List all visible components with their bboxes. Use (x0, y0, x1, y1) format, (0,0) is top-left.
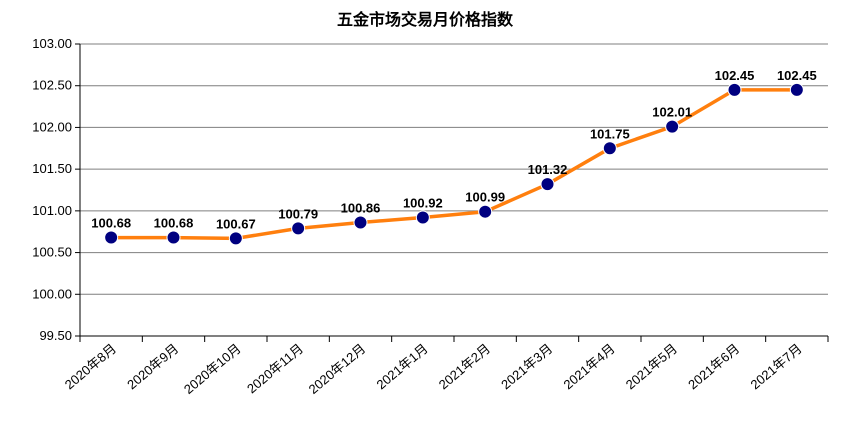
data-point (291, 221, 306, 236)
x-tick-label: 2021年3月 (498, 341, 555, 392)
series-line (111, 88, 797, 241)
data-point (104, 230, 119, 245)
y-tick-labels: 99.50 100.00 100.50 101.00 101.50 102.00 102.5… (32, 36, 72, 343)
data-label: 100.99 (465, 190, 505, 205)
data-label: 102.45 (777, 68, 817, 83)
x-tick-label: 2021年6月 (685, 341, 742, 392)
y-tick-label: 100.50 (32, 245, 72, 260)
y-tick-label: 100.00 (32, 286, 72, 301)
x-tick-label: 2020年8月 (62, 341, 119, 392)
data-point (727, 82, 742, 97)
data-point (353, 215, 368, 230)
x-tick-label: 2021年5月 (623, 341, 680, 392)
y-tick-label: 103.00 (32, 36, 72, 51)
series-line-layer (111, 88, 797, 241)
data-markers (104, 82, 804, 246)
data-point (665, 119, 680, 134)
data-label: 100.92 (403, 196, 443, 211)
y-tick-label: 101.00 (32, 203, 72, 218)
data-label: 101.32 (528, 162, 568, 177)
gridlines (80, 43, 828, 337)
data-label: 100.86 (341, 201, 381, 216)
data-point (228, 231, 243, 246)
x-tick-label: 2020年9月 (124, 341, 181, 392)
data-labels: 100.68 100.68 100.67 100.79 100.86 100.92 100.… (91, 68, 816, 232)
data-label: 100.79 (278, 206, 318, 221)
axes (75, 43, 829, 342)
x-tick-label: 2021年7月 (748, 341, 805, 392)
data-point (415, 210, 430, 225)
x-tick-label: 2020年10月 (181, 341, 244, 397)
x-tick-label: 2021年1月 (374, 341, 431, 392)
x-tick-label: 2021年2月 (436, 341, 493, 392)
data-point (478, 204, 493, 219)
chart-title: 五金市场交易月价格指数 (336, 10, 513, 29)
data-label: 101.75 (590, 126, 630, 141)
y-tick-label: 102.00 (32, 119, 72, 134)
x-tick-labels: 2020年8月 2020年9月 2020年10月 2020年11月 2020年12月 20… (62, 341, 805, 397)
data-point (540, 177, 555, 192)
y-tick-label: 99.50 (39, 328, 72, 343)
y-tick-label: 102.50 (32, 78, 72, 93)
x-tick-label: 2020年12月 (306, 341, 369, 397)
data-label: 102.01 (652, 105, 692, 120)
data-label: 100.68 (91, 216, 131, 231)
x-tick-label: 2020年11月 (244, 341, 306, 396)
y-tick-label: 101.50 (32, 161, 72, 176)
data-label: 100.68 (154, 216, 194, 231)
x-tick-label: 2021年4月 (561, 341, 618, 392)
data-point (789, 82, 804, 97)
data-point (602, 141, 617, 156)
data-label: 100.67 (216, 216, 256, 231)
data-label: 102.45 (715, 68, 755, 83)
data-point (166, 230, 181, 245)
